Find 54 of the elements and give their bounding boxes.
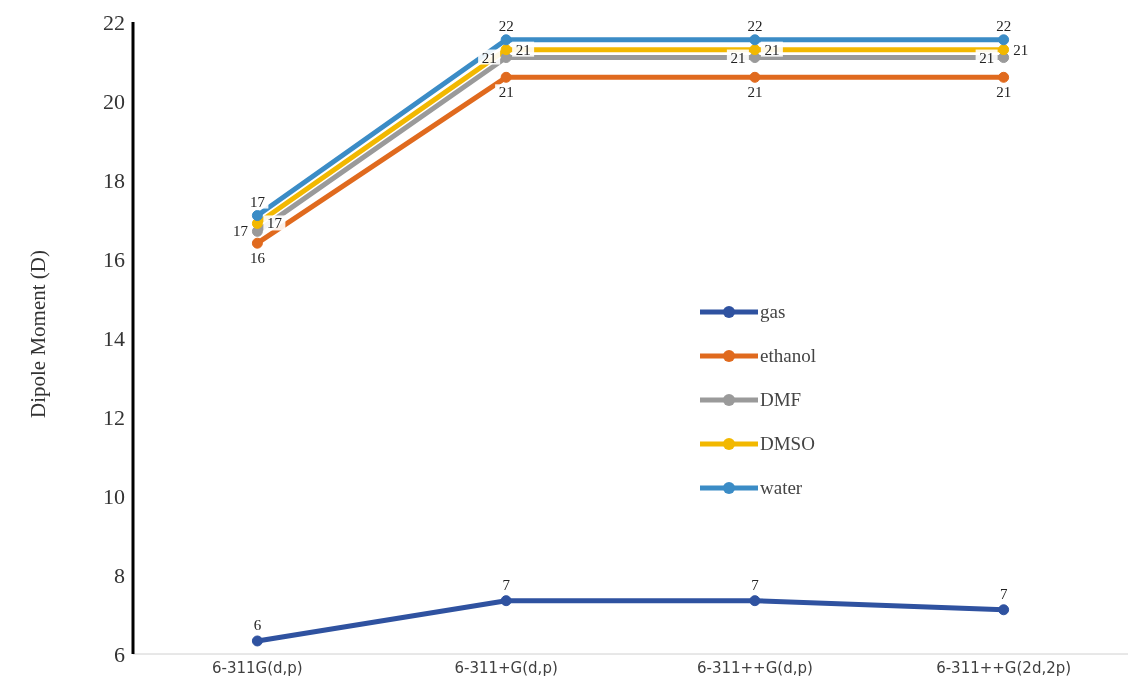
legend-label: DMF: [760, 389, 802, 411]
point: [500, 34, 512, 46]
point: [251, 237, 263, 249]
legend-label: water: [760, 477, 803, 499]
point: [998, 604, 1010, 616]
data-label: 21: [481, 49, 497, 66]
data-label: 21: [747, 84, 763, 101]
y-tick-label: 20: [103, 88, 125, 114]
data-label: 7: [751, 576, 760, 593]
y-tick-label: 6: [114, 641, 125, 667]
data-label: 17: [232, 223, 249, 240]
data-label: 22: [996, 17, 1012, 34]
data-label: 7: [502, 576, 511, 593]
data-label: 22: [498, 17, 514, 34]
y-tick-label: 22: [103, 9, 125, 35]
y-tick-label: 12: [103, 404, 125, 430]
legend-label: ethanol: [760, 345, 816, 367]
y-tick-label: 16: [103, 246, 125, 272]
point: [500, 71, 512, 83]
data-label: 21: [515, 41, 531, 58]
point: [998, 71, 1010, 83]
data-label: 7: [999, 585, 1008, 602]
data-label: 6: [253, 616, 262, 633]
x-tick-label: 6-311+G(d,p): [454, 658, 558, 677]
y-tick-label: 18: [103, 167, 125, 193]
point: [251, 635, 263, 647]
data-label: 21: [1013, 41, 1029, 58]
data-label: 21: [498, 84, 514, 101]
point: [749, 44, 761, 56]
data-label: 21: [730, 49, 746, 66]
data-label: 17: [249, 193, 266, 210]
x-tick-label: 6-311++G(d,p): [696, 658, 813, 677]
point: [749, 34, 761, 46]
point: [251, 210, 263, 222]
point: [998, 34, 1010, 46]
point: [749, 595, 761, 607]
data-label: 16: [249, 250, 266, 267]
legend-label: DMSO: [760, 433, 815, 455]
x-tick-label: 6-311++G(2d,2p): [936, 658, 1072, 677]
y-tick-label: 14: [103, 325, 125, 351]
data-label: 22: [747, 17, 763, 34]
data-label: 21: [979, 49, 995, 66]
point: [500, 44, 512, 56]
y-axis-title: Dipole Moment (D): [26, 250, 51, 418]
data-label: 17: [266, 215, 283, 232]
point: [500, 595, 512, 607]
point: [749, 71, 761, 83]
legend-label: gas: [760, 301, 786, 323]
y-tick-label: 8: [114, 562, 125, 588]
point: [998, 44, 1010, 56]
y-tick-label: 10: [103, 483, 125, 509]
data-label: 21: [764, 41, 780, 58]
data-label: 21: [996, 84, 1012, 101]
x-tick-label: 6-311G(d,p): [212, 658, 303, 677]
